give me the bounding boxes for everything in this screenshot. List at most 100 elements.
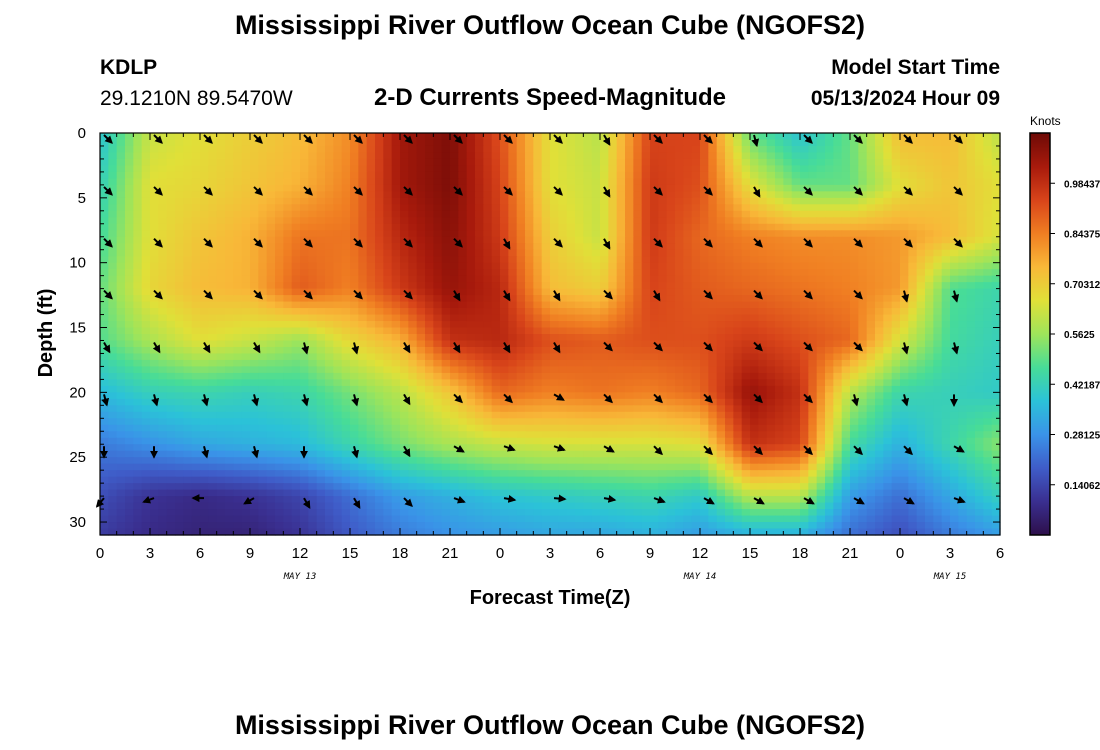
heat-cell (983, 152, 993, 160)
heat-cell (275, 145, 284, 154)
heat-cell (575, 139, 584, 147)
heat-cell (933, 366, 943, 374)
heat-cell (475, 372, 484, 380)
heat-cell (725, 139, 734, 147)
heat-cell (458, 321, 468, 329)
heat-cell (941, 204, 951, 212)
heat-cell (758, 411, 768, 419)
heat-cell (375, 262, 384, 270)
heat-cell (800, 372, 809, 380)
heat-cell (158, 171, 168, 179)
heat-cell (341, 314, 351, 322)
heat-cell (591, 379, 601, 387)
heat-cell (991, 308, 1001, 316)
heat-cell (791, 133, 801, 141)
heat-cell (775, 243, 784, 251)
heat-cell (375, 191, 384, 199)
heat-cell (600, 411, 609, 419)
heat-cell (350, 314, 359, 322)
heat-cell (750, 411, 759, 419)
heat-cell (183, 275, 193, 283)
heat-cell (408, 217, 418, 225)
heat-cell (483, 217, 493, 225)
heat-cell (758, 340, 768, 348)
heat-cell (941, 236, 951, 244)
heat-cell (208, 340, 218, 348)
heat-cell (475, 171, 484, 179)
heat-cell (241, 321, 251, 329)
heat-cell (883, 243, 893, 251)
heat-cell (666, 314, 676, 322)
heat-cell (241, 346, 251, 355)
heat-cell (650, 282, 659, 290)
heat-cell (975, 269, 984, 277)
heat-cell (675, 314, 684, 322)
heat-cell (883, 184, 893, 192)
heat-cell (391, 275, 401, 283)
heat-cell (383, 424, 393, 432)
heat-cell (908, 275, 918, 283)
heat-cell (825, 308, 834, 316)
heat-cell (158, 223, 168, 231)
heat-cell (100, 262, 109, 270)
heat-cell (633, 223, 643, 231)
heat-cell (583, 308, 593, 316)
heat-cell (816, 230, 826, 238)
heat-cell (100, 379, 109, 387)
heat-cell (516, 301, 526, 309)
heat-cell (700, 230, 709, 238)
heat-cell (283, 139, 293, 147)
heat-cell (325, 288, 334, 296)
heat-cell (375, 178, 384, 186)
heat-cell (908, 340, 918, 348)
heat-cell (133, 379, 143, 387)
heat-cell (350, 243, 359, 251)
heat-cell (541, 178, 551, 186)
heat-cell (308, 217, 318, 225)
heat-cell (325, 372, 334, 380)
heat-cell (383, 334, 393, 342)
heat-cell (441, 301, 451, 309)
heat-cell (141, 191, 151, 199)
heat-cell (800, 165, 809, 173)
heat-cell (675, 217, 684, 225)
heat-cell (950, 379, 959, 387)
heat-cell (416, 327, 426, 335)
heat-cell (700, 327, 709, 335)
heat-cell (966, 262, 976, 270)
heat-cell (166, 145, 176, 154)
heat-cell (608, 158, 618, 167)
heat-cell (625, 223, 634, 231)
heat-cell (808, 340, 818, 348)
heat-cell (725, 359, 734, 368)
heat-cell (191, 327, 201, 335)
heat-cell (983, 405, 993, 413)
heat-cell (550, 269, 559, 277)
heat-cell (333, 424, 343, 432)
heat-cell (558, 321, 568, 329)
heat-cell (216, 262, 226, 270)
heat-cell (516, 217, 526, 225)
heat-cell (775, 346, 784, 355)
heat-cell (250, 171, 259, 179)
heat-cell (225, 197, 234, 205)
heat-cell (575, 392, 584, 400)
heat-cell (700, 275, 709, 283)
heat-cell (708, 282, 718, 290)
heat-cell (975, 165, 984, 173)
heat-cell (491, 301, 501, 309)
heat-cell (841, 398, 851, 406)
heat-cell (941, 262, 951, 270)
heat-cell (783, 327, 793, 335)
heat-cell (333, 256, 343, 264)
heat-cell (966, 243, 976, 251)
heat-cell (466, 314, 476, 322)
heat-cell (383, 288, 393, 296)
heat-cell (650, 158, 659, 167)
heat-cell (500, 158, 509, 167)
heat-cell (200, 308, 209, 316)
heat-cell (425, 139, 434, 147)
heat-cell (183, 288, 193, 296)
heat-cell (141, 152, 151, 160)
heat-cell (108, 308, 118, 316)
